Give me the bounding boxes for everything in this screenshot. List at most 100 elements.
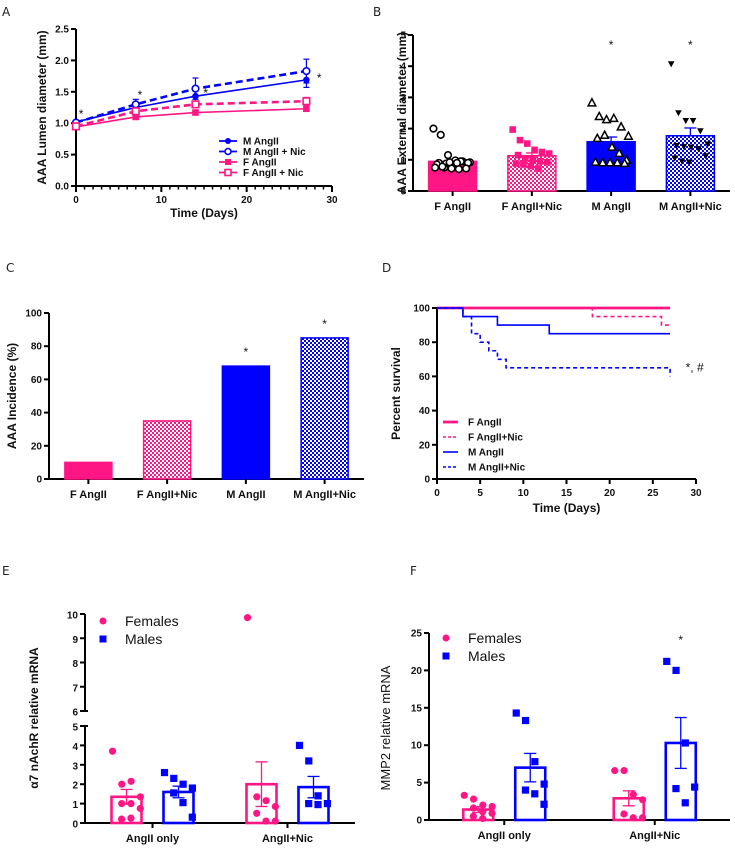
data-point bbox=[680, 143, 688, 150]
data-point bbox=[672, 666, 680, 674]
bar bbox=[142, 420, 192, 480]
y-tick-label: 7 bbox=[72, 683, 78, 694]
data-point bbox=[452, 158, 462, 168]
y-tick-label: 2.0 bbox=[55, 56, 69, 67]
data-point bbox=[430, 163, 440, 172]
data-point bbox=[675, 110, 682, 117]
data-point bbox=[71, 122, 81, 131]
panel-label-a: A bbox=[2, 5, 11, 19]
y-tick-label: 4 bbox=[400, 62, 406, 73]
y-tick-label: 9 bbox=[72, 635, 78, 646]
data-point bbox=[620, 810, 628, 818]
data-point bbox=[108, 747, 117, 755]
data-point bbox=[132, 113, 140, 121]
data-point bbox=[509, 126, 516, 133]
bar-group bbox=[221, 365, 271, 480]
y-tick-label: 20 bbox=[419, 440, 431, 451]
data-point bbox=[619, 157, 630, 168]
y-tick-label: 20 bbox=[31, 441, 43, 452]
y-tick-label: 0 bbox=[416, 816, 422, 827]
data-point bbox=[469, 804, 478, 812]
y-tick-label: 100 bbox=[25, 309, 42, 320]
data-point bbox=[689, 118, 697, 125]
data-point bbox=[253, 793, 261, 801]
data-point bbox=[531, 146, 538, 154]
data-point bbox=[604, 157, 616, 167]
data-point bbox=[702, 153, 710, 160]
bar-group bbox=[64, 461, 113, 480]
legend-marker bbox=[99, 635, 107, 643]
legend: Females Males bbox=[99, 613, 179, 647]
y-tick-label: 10 bbox=[67, 611, 79, 622]
data-point bbox=[488, 802, 496, 811]
bar bbox=[221, 365, 271, 480]
y-tick-label: 1 bbox=[72, 800, 78, 811]
data-point bbox=[527, 162, 535, 170]
data-point bbox=[673, 142, 680, 150]
y-tick-label: 10 bbox=[411, 741, 423, 752]
data-point bbox=[127, 800, 135, 808]
data-point bbox=[629, 790, 637, 799]
data-point bbox=[188, 813, 196, 821]
bar-group bbox=[507, 126, 557, 192]
data-point bbox=[445, 158, 454, 167]
data-point bbox=[612, 157, 623, 167]
data-point bbox=[599, 129, 610, 140]
x-tick-label: AngII+Nic bbox=[262, 833, 313, 845]
legend-label: F AngII bbox=[468, 418, 502, 429]
data-point bbox=[592, 132, 603, 143]
data-point bbox=[127, 777, 135, 785]
data-point bbox=[191, 84, 200, 93]
survival-curve-f-angii-nic bbox=[437, 307, 671, 326]
data-point bbox=[262, 797, 270, 805]
x-tick-label: M AngII+Nic bbox=[659, 201, 722, 213]
legend-label: Females bbox=[125, 613, 179, 629]
data-point bbox=[160, 768, 169, 777]
data-point bbox=[512, 709, 520, 717]
data-point bbox=[608, 112, 619, 123]
bar bbox=[300, 337, 349, 480]
data-point bbox=[118, 780, 126, 788]
data-point bbox=[131, 107, 140, 116]
data-point bbox=[681, 739, 689, 747]
y-tick-label: 0.0 bbox=[55, 182, 69, 193]
data-point bbox=[521, 786, 530, 794]
data-point bbox=[534, 165, 542, 172]
data-point bbox=[543, 158, 551, 166]
y-tick-label: 60 bbox=[31, 375, 43, 386]
bar-group-females bbox=[460, 791, 496, 823]
panel-a-chart: 0.0 0.5 1.0 1.5 2.0 2.5 0 10 20 30 Time (Days) AAA … bbox=[35, 25, 338, 221]
y-tick-label: 1.5 bbox=[55, 87, 69, 98]
data-point bbox=[469, 812, 477, 820]
bar-group-females bbox=[611, 767, 647, 822]
data-point bbox=[704, 141, 711, 148]
survival-curve-m-angii bbox=[437, 307, 671, 335]
data-point bbox=[685, 159, 693, 166]
series-line bbox=[75, 99, 307, 128]
data-point bbox=[192, 109, 199, 116]
data-point bbox=[136, 804, 144, 813]
series-line bbox=[75, 69, 307, 124]
y-tick-label: 0 bbox=[36, 475, 42, 486]
data-point bbox=[638, 814, 647, 822]
legend-marker bbox=[99, 617, 107, 625]
data-point bbox=[523, 140, 531, 147]
data-point bbox=[314, 800, 322, 809]
data-point bbox=[191, 100, 200, 109]
y-tick-label: 6 bbox=[72, 708, 78, 719]
data-point bbox=[545, 150, 553, 157]
significance-mark: * bbox=[203, 86, 208, 100]
bar-group-males bbox=[295, 741, 331, 825]
data-point bbox=[429, 124, 438, 133]
survival-curve-m-angii-nic bbox=[437, 307, 671, 377]
x-tick-label: 20 bbox=[604, 488, 616, 499]
data-point bbox=[469, 795, 478, 803]
data-point bbox=[540, 800, 548, 808]
bar-group bbox=[142, 420, 192, 480]
panel-e-chart: α7 nAchR relative mRNA 0 1 2 3 4 5 6 7 8 9 10 AngII … bbox=[27, 611, 355, 845]
data-point bbox=[462, 164, 471, 173]
y-tick-label: 80 bbox=[419, 338, 431, 349]
data-point bbox=[323, 800, 331, 808]
